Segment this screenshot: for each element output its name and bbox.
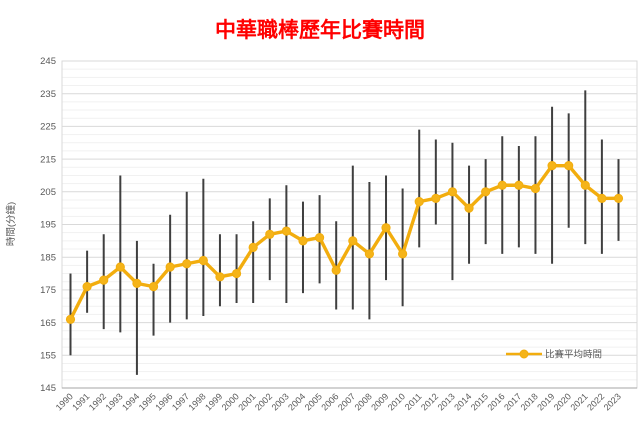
x-tick-label: 2011 [403,391,424,412]
data-point-marker [82,282,92,292]
y-tick-label: 245 [40,56,56,67]
x-tick-label: 2003 [270,391,291,412]
data-point-marker [514,180,524,190]
data-point-marker [198,255,208,266]
x-tick-label: 2022 [585,391,606,412]
data-point-marker [248,242,258,252]
x-tick-label: 2005 [303,391,324,412]
x-tick-label: 2010 [386,391,407,412]
data-point-marker [398,249,408,259]
series-line [68,163,621,322]
data-point-marker [165,262,175,272]
data-point-marker [99,275,109,285]
data-point-marker [497,180,507,190]
x-tick-label: 2023 [602,391,623,412]
x-tick-label: 2001 [236,391,257,412]
x-tick-label: 2000 [220,391,241,412]
data-point-marker [580,180,590,190]
data-point-marker [215,272,225,282]
x-tick-label: 2016 [485,391,506,412]
x-tick-label: 2004 [286,391,307,412]
x-tick-label: 2014 [452,391,473,412]
y-tick-label: 165 [40,318,56,329]
x-tick-label: 1995 [137,391,158,412]
y-axis-title: 時間(分鐘) [5,202,17,246]
data-point-marker [481,187,491,197]
data-point-marker [464,203,474,213]
legend-label: 比賽平均時間 [545,349,602,361]
x-tick-label: 1994 [120,391,141,412]
x-tick-label: 2009 [369,391,390,412]
data-point-marker [115,262,125,272]
data-point-marker [364,249,375,259]
y-tick-label: 195 [40,220,56,231]
legend-marker-swatch [519,349,529,359]
data-point-marker [65,314,76,324]
y-tick-label: 205 [40,187,56,198]
x-tick-label: 1991 [70,391,91,412]
x-tick-label: 2019 [535,391,556,412]
x-tick-label: 1992 [87,391,108,412]
x-tick-label: 1993 [103,391,124,412]
x-tick-label: 1997 [170,391,191,412]
data-point-marker [265,229,275,239]
x-tick-label: 2013 [436,391,457,412]
data-point-marker [597,193,607,203]
y-tick-label: 155 [40,351,56,362]
x-axis-tick-labels: 1990199119921993199419951996199719981999… [54,391,623,412]
x-tick-label: 2020 [552,391,573,412]
data-point-marker [530,183,541,194]
data-point-marker [281,226,291,236]
x-tick-label: 2018 [519,391,540,412]
y-tick-label: 145 [40,383,56,394]
y-tick-label: 215 [40,154,56,165]
x-tick-label: 1996 [153,391,174,412]
x-tick-label: 2002 [253,391,274,412]
data-point-marker [431,193,441,203]
data-point-marker [447,187,458,197]
data-point-marker [231,268,242,279]
data-point-marker [331,265,341,275]
x-tick-label: 2006 [319,391,340,412]
data-point-marker [414,197,424,207]
y-tick-label: 175 [40,285,56,296]
chart-title: 中華職棒歷年比賽時間 [215,18,425,42]
data-point-marker [348,236,358,246]
x-tick-label: 2021 [568,391,589,412]
x-tick-label: 2007 [336,391,357,412]
data-point-marker [132,278,142,288]
x-tick-label: 1998 [187,391,208,412]
y-tick-label: 185 [40,252,56,263]
x-tick-label: 2012 [419,391,440,412]
y-axis-tick-labels: 145 155 165 175 185 195 205 215 225 235 245 [40,56,56,394]
data-point-marker [613,193,624,203]
series-line-group [65,161,624,324]
data-point-marker [547,161,557,171]
y-tick-label: 235 [40,89,56,100]
x-tick-label: 2008 [353,391,374,412]
x-tick-label: 2017 [502,391,523,412]
x-tick-label: 1990 [54,391,75,412]
gridlines [62,60,637,389]
data-point-marker [298,236,308,246]
data-point-marker [314,232,325,243]
y-tick-label: 225 [40,122,56,133]
data-point-marker [148,282,159,292]
x-tick-label: 1999 [203,391,224,412]
data-point-marker [182,259,192,269]
x-tick-label: 2015 [469,391,490,412]
data-point-marker [381,223,391,233]
data-point-marker [564,161,574,171]
legend: 比賽平均時間 [506,349,602,361]
